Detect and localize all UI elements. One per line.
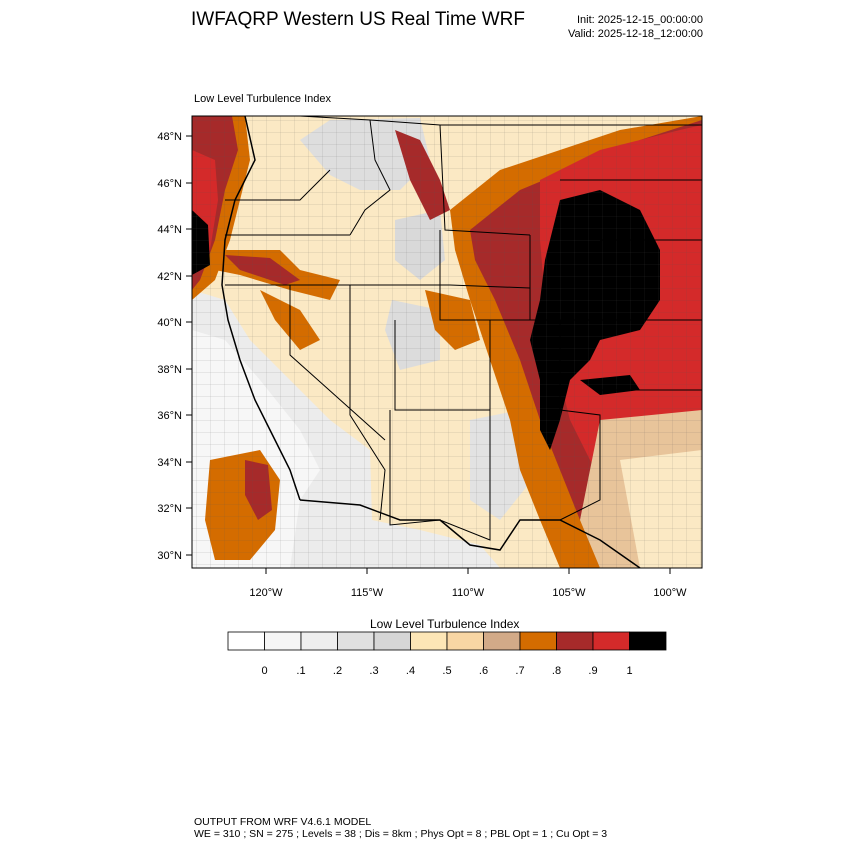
lon-label: 100°W (653, 587, 687, 599)
colorbar-swatch (410, 631, 448, 651)
colorbar-label: .9 (588, 665, 597, 677)
colorbar-label: .2 (333, 665, 342, 677)
colorbar-label: .8 (552, 665, 561, 677)
footer-line-1: OUTPUT FROM WRF V4.6.1 MODEL (194, 816, 372, 828)
colorbar-label: 1 (626, 665, 632, 677)
colorbar-swatch (519, 631, 557, 651)
lat-label: 46°N (157, 178, 182, 190)
lon-label: 115°W (351, 587, 384, 599)
colorbar-label: .6 (479, 665, 488, 677)
colorbar-swatch (337, 631, 375, 651)
colorbar-label: .4 (406, 665, 415, 677)
lat-label: 42°N (157, 271, 182, 283)
colorbar-swatch (373, 631, 411, 651)
colorbar-label: .7 (515, 665, 524, 677)
lon-label: 105°W (552, 587, 586, 599)
colorbar-label: .5 (442, 665, 451, 677)
colorbar-swatch (446, 631, 484, 651)
longitude-axis: 120°W 115°W 110°W 105°W 100°W (249, 568, 687, 599)
colorbar-label: .3 (369, 665, 378, 677)
latitude-axis: 48°N 46°N 44°N 42°N 40°N 38°N 36°N 34°N 32°N 30°N (157, 131, 192, 562)
colorbar-swatch (592, 631, 630, 651)
lat-label: 30°N (157, 550, 182, 562)
model-footer: OUTPUT FROM WRF V4.6.1 MODEL WE = 310 ; … (194, 816, 607, 840)
lon-label: 120°W (249, 587, 283, 599)
colorbar-swatch (629, 631, 667, 651)
lat-label: 34°N (157, 457, 182, 469)
map-field (192, 116, 702, 568)
lat-label: 48°N (157, 131, 182, 143)
colorbar-swatch (227, 631, 265, 651)
lat-label: 38°N (157, 364, 182, 376)
map-subtitle: Low Level Turbulence Index (194, 93, 331, 105)
colorbar-title: Low Level Turbulence Index (370, 617, 520, 631)
colorbar: 0 .1 .2 .3 .4 .5 .6 .7 .8 .9 1 (227, 631, 667, 677)
lon-label: 110°W (452, 587, 485, 599)
colorbar-swatch (556, 631, 594, 651)
colorbar-swatch (483, 631, 521, 651)
lat-label: 44°N (157, 224, 182, 236)
run-times: Init: 2025-12-15_00:00:00 Valid: 2025-12… (568, 13, 703, 41)
init-time: Init: 2025-12-15_00:00:00 (577, 14, 703, 26)
plot-title: IWFAQRP Western US Real Time WRF (191, 9, 525, 30)
lat-label: 40°N (157, 317, 182, 329)
colorbar-label: 0 (261, 665, 267, 677)
lat-label: 36°N (157, 410, 182, 422)
colorbar-swatch (300, 631, 338, 651)
footer-line-2: WE = 310 ; SN = 275 ; Levels = 38 ; Dis … (194, 828, 608, 840)
lat-label: 32°N (157, 503, 182, 515)
colorbar-label: .1 (296, 665, 305, 677)
map-frame (191, 115, 703, 569)
valid-time: Valid: 2025-12-18_12:00:00 (568, 28, 703, 40)
colorbar-swatch (264, 631, 302, 651)
